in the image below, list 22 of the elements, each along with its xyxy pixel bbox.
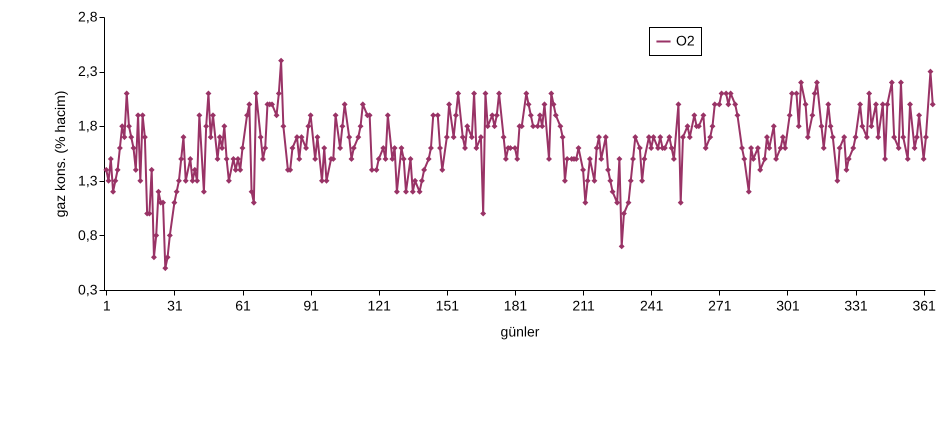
x-tick-label: 211 — [572, 298, 595, 314]
x-tick-label: 31 — [167, 298, 183, 314]
y-tick-label: 0,8 — [78, 226, 98, 243]
x-tick-label: 241 — [640, 298, 664, 314]
legend-label: O2 — [676, 32, 695, 48]
x-tick-label: 301 — [776, 298, 800, 314]
y-tick-label: 1,3 — [78, 172, 98, 188]
y-axis-title: gaz kons. (% hacim) — [52, 90, 68, 218]
x-axis-title: günler — [500, 324, 540, 340]
x-tick-label: 271 — [708, 298, 732, 314]
y-tick-label: 1,8 — [78, 118, 98, 134]
x-tick-label: 121 — [368, 298, 392, 314]
y-tick-label: 2,3 — [78, 63, 98, 80]
x-tick-label: 331 — [844, 298, 868, 314]
y-tick-label: 2,8 — [78, 8, 98, 24]
x-tick-label: 91 — [303, 298, 320, 314]
x-tick-label: 181 — [504, 298, 528, 314]
y-tick-label: 0,3 — [78, 282, 98, 298]
x-tick-label: 361 — [912, 298, 936, 314]
x-tick-label: 1 — [102, 298, 111, 314]
x-tick-label: 61 — [235, 298, 251, 314]
x-tick-label: 151 — [436, 298, 460, 314]
